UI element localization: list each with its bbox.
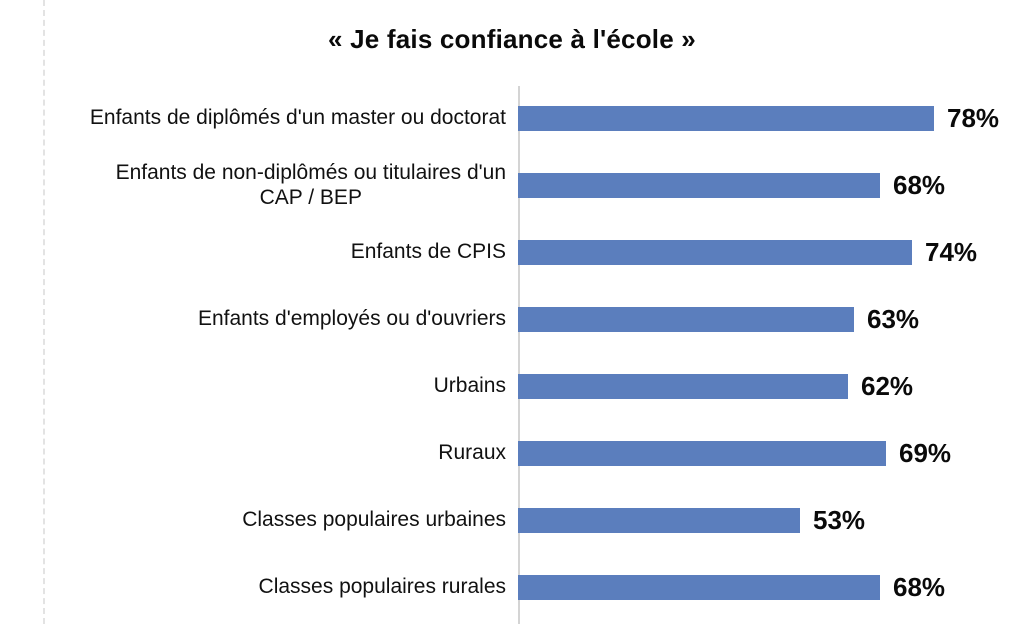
bar-cell: 63% [518, 286, 1024, 353]
bar-row: Enfants de diplômés d'un master ou docto… [45, 85, 1024, 152]
bar [518, 307, 854, 332]
category-label-cell: Enfants de diplômés d'un master ou docto… [45, 106, 518, 131]
category-label: Enfants de diplômés d'un master ou docto… [89, 106, 506, 130]
bar-cell: 74% [518, 219, 1024, 286]
value-label: 68% [893, 572, 946, 602]
value-label: 53% [813, 505, 866, 535]
category-label-cell: Classes populaires urbaines [45, 508, 518, 533]
value-label: 63% [867, 304, 920, 334]
value-label: 68% [893, 170, 946, 200]
category-label: Enfants de non-diplômés ou titulaires d'… [115, 160, 506, 209]
value-label: 69% [899, 438, 952, 468]
bar [518, 508, 800, 533]
value-label: 74% [925, 237, 978, 267]
bar [518, 441, 886, 466]
category-label-cell: Ruraux [45, 441, 518, 466]
bar-row: Classes populaires rurales 68% [45, 554, 1024, 621]
chart-title: « Je fais confiance à l'école » [328, 24, 696, 54]
category-label: Classes populaires urbaines [242, 508, 506, 532]
bar [518, 106, 934, 131]
category-label: Enfants de CPIS [350, 240, 506, 264]
category-axis-line [518, 86, 520, 624]
value-label: 78% [947, 103, 1000, 133]
bar-row: Enfants de CPIS 74% [45, 219, 1024, 286]
bar-cell: 78% [518, 85, 1024, 152]
category-label: Classes populaires rurales [258, 575, 506, 599]
bar-row: Enfants de non-diplômés ou titulaires d'… [45, 152, 1024, 219]
category-label: Urbains [433, 374, 506, 398]
bar [518, 240, 912, 265]
category-label-cell: Enfants de CPIS [45, 240, 518, 265]
bar-cell: 68% [518, 152, 1024, 219]
bar-row: Urbains 62% [45, 353, 1024, 420]
category-label-cell: Enfants d'employés ou d'ouvriers [45, 307, 518, 332]
bar-cell: 53% [518, 487, 1024, 554]
bar-row: Enfants d'employés ou d'ouvriers 63% [45, 286, 1024, 353]
category-label-cell: Urbains [45, 374, 518, 399]
category-label: Ruraux [438, 441, 506, 465]
bar-cell: 69% [518, 420, 1024, 487]
bar-cell: 68% [518, 554, 1024, 621]
bar-cell: 62% [518, 353, 1024, 420]
category-label-cell: Classes populaires rurales [45, 575, 518, 600]
bar [518, 575, 880, 600]
bar-row: Classes populaires urbaines 53% [45, 487, 1024, 554]
category-label-cell: Enfants de non-diplômés ou titulaires d'… [45, 161, 518, 211]
bar-rows: Enfants de diplômés d'un master ou docto… [45, 85, 1024, 621]
value-label: 62% [861, 371, 914, 401]
bar [518, 374, 848, 399]
category-label: Enfants d'employés ou d'ouvriers [197, 307, 506, 331]
bar [518, 173, 880, 198]
bar-row: Ruraux 69% [45, 420, 1024, 487]
left-dashed-guide-line [43, 0, 45, 624]
